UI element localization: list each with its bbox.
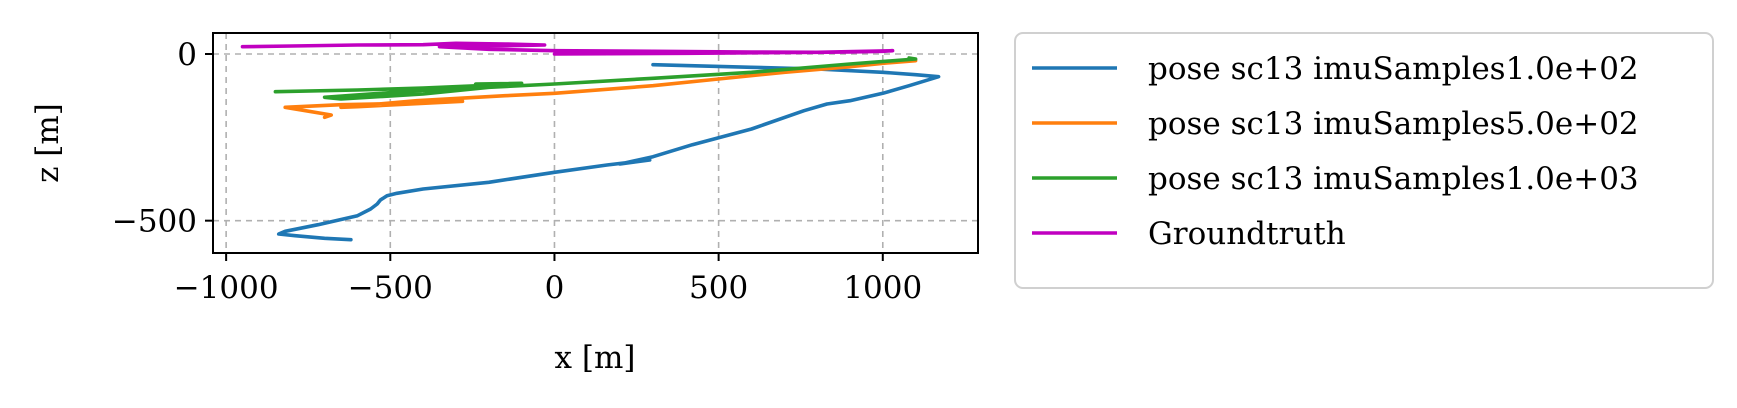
plot-frame	[212, 32, 979, 254]
x-tick-label: −500	[348, 270, 433, 306]
legend-label: pose sc13 imuSamples1.0e+03	[1148, 161, 1639, 197]
legend-label: Groundtruth	[1148, 216, 1346, 252]
axis-ticks: −1000 −500 0 500 1000 0 −500	[112, 37, 922, 306]
x-tick-label: 500	[689, 270, 748, 306]
y-axis-title: z [m]	[30, 103, 66, 183]
legend-label: pose sc13 imuSamples5.0e+02	[1148, 106, 1639, 142]
series-group	[240, 41, 941, 242]
series-line-4	[240, 41, 895, 56]
grid	[213, 33, 978, 253]
y-tick-label: 0	[177, 37, 197, 73]
x-axis-title: x [m]	[555, 340, 636, 376]
legend-box	[1014, 32, 1714, 289]
legend-label: pose sc13 imuSamples1.0e+02	[1148, 51, 1639, 87]
y-tick-label: −500	[112, 204, 197, 240]
series-line-2	[283, 58, 918, 120]
x-tick-label: 0	[545, 270, 565, 306]
series-line-3	[273, 56, 918, 101]
series-line-1	[276, 62, 941, 242]
legend-items: pose sc13 imuSamples1.0e+02 pose sc13 imu…	[1032, 51, 1639, 252]
x-tick-label: 1000	[843, 270, 922, 306]
x-tick-label: −1000	[174, 270, 279, 306]
legend: pose sc13 imuSamples1.0e+02 pose sc13 imu…	[1014, 32, 1714, 289]
